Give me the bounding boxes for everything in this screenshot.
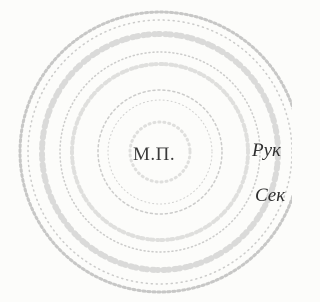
stamp-label: М.П. [133, 144, 175, 166]
signature-line: Сек [255, 185, 285, 207]
signature-line: Рук [252, 140, 281, 162]
document-page: М.П. Рук Сек [0, 0, 292, 302]
